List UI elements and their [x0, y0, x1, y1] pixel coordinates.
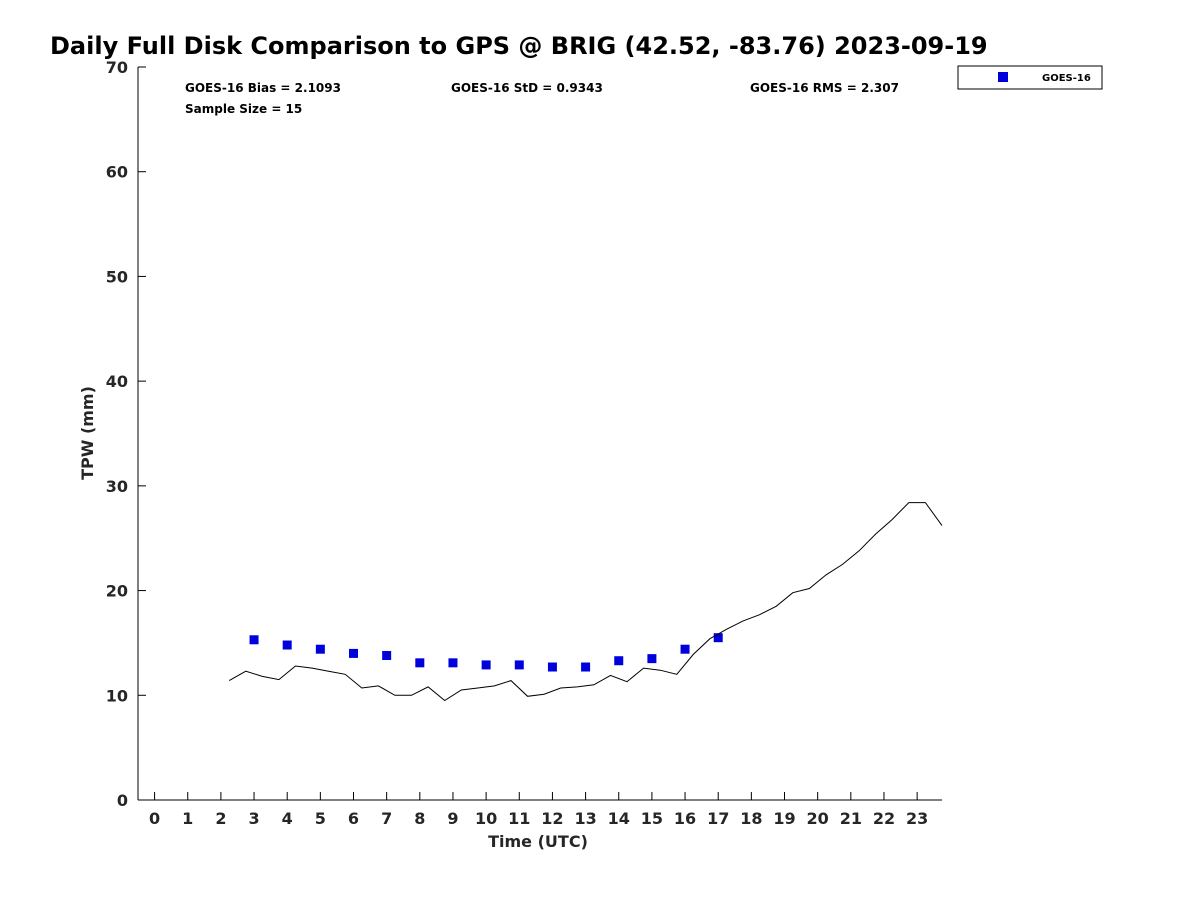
series-layer	[228, 502, 943, 702]
y-tick-label: 60	[106, 163, 128, 182]
x-tick-label: 15	[641, 809, 663, 828]
x-tick-label: 16	[674, 809, 696, 828]
legend-box	[957, 65, 1103, 90]
x-tick-label: 6	[348, 809, 359, 828]
goes16-point	[249, 635, 259, 645]
x-tick-label: 7	[381, 809, 392, 828]
x-tick-label: 2	[215, 809, 226, 828]
legend: GOES-16	[957, 65, 1103, 90]
rms-annotation: GOES-16 RMS = 2.307	[750, 81, 899, 95]
goes16-point	[581, 662, 591, 672]
goes16-point	[481, 660, 491, 670]
x-tick-label: 20	[807, 809, 829, 828]
stats-annotations: GOES-16 Bias = 2.1093 GOES-16 StD = 0.93…	[185, 81, 899, 116]
y-axis-label: TPW (mm)	[78, 386, 97, 480]
y-tick-label: 10	[106, 686, 128, 705]
goes16-point	[547, 662, 557, 672]
sample-size-annotation: Sample Size = 15	[185, 102, 302, 116]
goes16-point	[614, 656, 624, 666]
y-tick-label: 40	[106, 372, 128, 391]
y-tick-label: 0	[117, 791, 128, 810]
gps-tpw-line	[228, 502, 943, 702]
x-tick-label: 14	[608, 809, 630, 828]
x-tick-label: 22	[873, 809, 895, 828]
goes16-point	[382, 650, 392, 660]
goes16-point	[349, 648, 359, 658]
bias-annotation: GOES-16 Bias = 2.1093	[185, 81, 341, 95]
goes16-point	[315, 644, 325, 654]
goes16-point	[282, 640, 292, 650]
goes16-point	[448, 658, 458, 668]
x-axis-label: Time (UTC)	[488, 832, 588, 851]
legend-label-goes16: GOES-16	[1042, 73, 1091, 84]
x-axis-ticks: 0 1 2 3 4 5 6 7 8 9 10 11 12 13 14 15 16 17 18 19 20 21 22 23	[149, 792, 928, 828]
y-tick-label: 70	[106, 58, 128, 77]
y-axis-ticks: 0 10 20 30 40 50 60 70	[106, 58, 146, 810]
x-tick-label: 1	[182, 809, 193, 828]
legend-marker-goes16	[998, 72, 1008, 82]
goes16-point	[647, 654, 657, 664]
x-tick-label: 23	[906, 809, 928, 828]
goes16-point	[514, 660, 524, 670]
x-tick-label: 4	[282, 809, 293, 828]
plot-area	[137, 67, 942, 801]
y-tick-label: 30	[106, 477, 128, 496]
x-tick-label: 9	[447, 809, 458, 828]
goes16-point	[415, 658, 425, 668]
x-tick-label: 10	[475, 809, 497, 828]
x-tick-label: 8	[414, 809, 425, 828]
x-tick-label: 5	[315, 809, 326, 828]
std-annotation: GOES-16 StD = 0.9343	[451, 81, 603, 95]
goes16-point	[713, 633, 723, 643]
y-tick-label: 50	[106, 267, 128, 286]
x-tick-label: 3	[248, 809, 259, 828]
x-tick-label: 21	[840, 809, 862, 828]
y-tick-label: 20	[106, 582, 128, 601]
x-tick-label: 13	[574, 809, 596, 828]
x-tick-label: 19	[773, 809, 795, 828]
chart-title: Daily Full Disk Comparison to GPS @ BRIG…	[50, 32, 988, 60]
x-tick-label: 18	[740, 809, 762, 828]
x-tick-label: 12	[541, 809, 563, 828]
x-tick-label: 0	[149, 809, 160, 828]
goes16-point	[680, 644, 690, 654]
x-tick-label: 11	[508, 809, 530, 828]
x-tick-label: 17	[707, 809, 729, 828]
